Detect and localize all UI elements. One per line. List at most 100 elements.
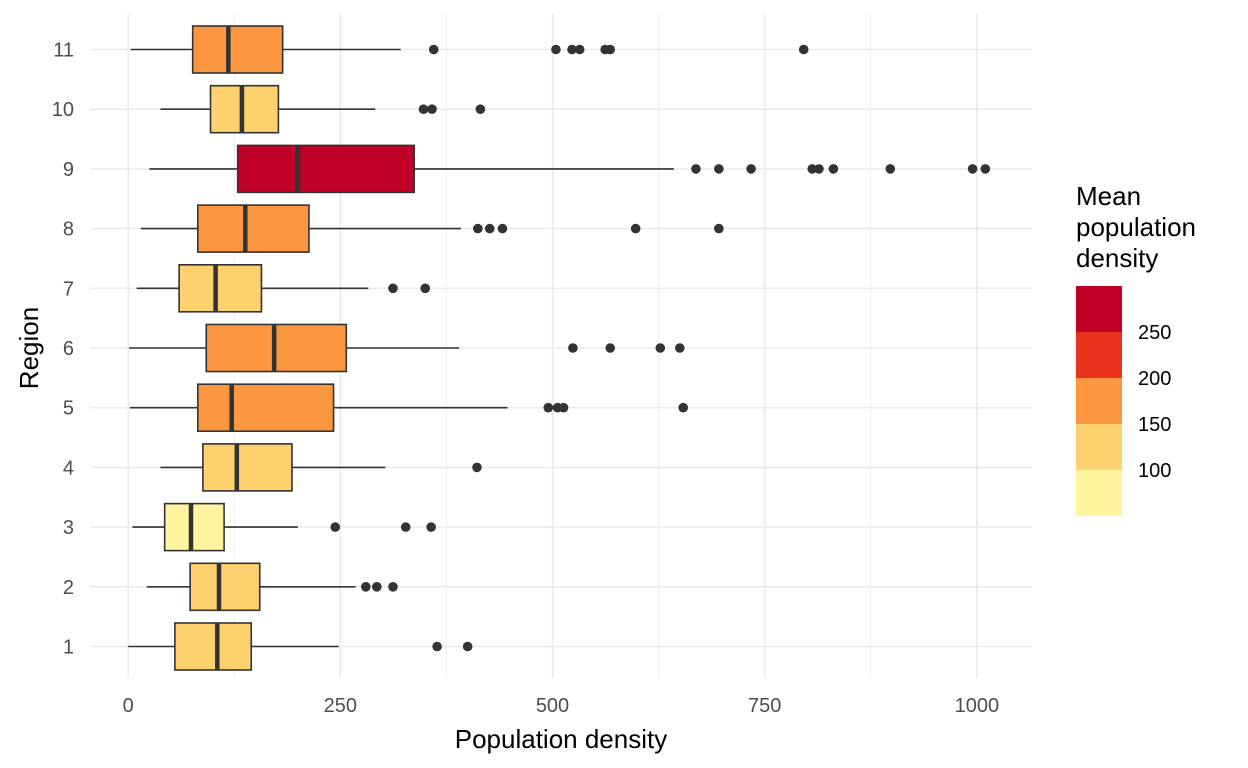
y-tick-label: 2 — [63, 577, 74, 599]
outlier-point — [714, 164, 724, 174]
outlier-point — [551, 44, 561, 55]
outlier-point — [675, 343, 685, 353]
x-tick-labels: 0 250 500 750 1000 — [123, 695, 999, 717]
legend-swatch — [1076, 286, 1122, 332]
legend-title: Mean population density — [1076, 181, 1203, 273]
box-region-7 — [136, 263, 431, 313]
outlier-point — [807, 164, 817, 174]
outlier-point — [484, 223, 495, 234]
box-region-8 — [140, 204, 724, 253]
box-region-2 — [146, 562, 398, 612]
legend-title-line-2: population — [1076, 212, 1196, 242]
legend-swatch — [1076, 378, 1122, 424]
box-iqr — [174, 622, 253, 671]
box-region-3 — [132, 502, 436, 552]
box-iqr — [209, 84, 280, 134]
legend-label: 250 — [1138, 322, 1171, 344]
y-tick-label: 1 — [63, 637, 74, 659]
outlier-point — [605, 343, 616, 353]
y-axis-title: Region — [14, 307, 44, 389]
outlier-point — [543, 402, 554, 413]
outlier-point — [980, 164, 991, 174]
outlier-point — [678, 402, 689, 413]
x-axis-title: Population density — [455, 724, 667, 754]
box-iqr — [236, 144, 415, 194]
x-tick-label: 250 — [324, 695, 357, 717]
legend-label: 200 — [1138, 368, 1171, 390]
box-iqr — [178, 263, 263, 313]
y-tick-label: 8 — [63, 219, 74, 241]
outlier-point — [372, 582, 382, 592]
outlier-point — [885, 164, 896, 174]
outlier-point — [605, 44, 616, 55]
box-iqr — [196, 383, 335, 433]
legend-title-line-3: density — [1076, 243, 1158, 273]
box-iqr — [163, 502, 225, 552]
y-tick-label: 11 — [53, 40, 74, 62]
x-tick-label: 500 — [536, 695, 569, 717]
legend-label: 150 — [1138, 414, 1171, 436]
outlier-point — [630, 223, 641, 234]
outlier-point — [400, 522, 411, 532]
legend-swatch — [1076, 332, 1122, 378]
outlier-point — [746, 164, 756, 174]
outlier-point — [330, 522, 341, 532]
legend-color-bar — [1076, 286, 1122, 516]
box-region-6 — [129, 323, 685, 373]
outlier-point — [361, 582, 371, 592]
x-tick-label: 750 — [748, 695, 781, 717]
outlier-point — [967, 164, 978, 174]
box-region-9 — [149, 144, 991, 194]
outlier-point — [828, 164, 839, 174]
box-region-5 — [129, 383, 689, 433]
y-tick-label: 5 — [63, 398, 74, 420]
box-iqr — [189, 562, 261, 612]
outlier-point — [574, 44, 585, 55]
outlier-point — [558, 402, 569, 413]
y-tick-labels: 1 2 3 4 5 6 7 8 9 10 11 — [52, 40, 74, 659]
legend-labels: 100 150 200 250 — [1138, 322, 1171, 482]
box-iqr — [202, 443, 293, 492]
x-tick-label: 1000 — [955, 695, 1000, 717]
outlier-point — [567, 44, 577, 55]
outlier-point — [714, 223, 724, 234]
outlier-point — [475, 104, 486, 114]
y-tick-label: 9 — [63, 159, 74, 181]
outlier-point — [427, 104, 437, 114]
outlier-point — [497, 223, 508, 234]
legend-swatch — [1076, 470, 1122, 516]
y-tick-label: 3 — [63, 517, 74, 539]
box-iqr — [196, 204, 310, 253]
box-region-4 — [160, 443, 482, 492]
outlier-point — [473, 223, 483, 234]
outlier-point — [426, 522, 436, 532]
outlier-point — [462, 641, 473, 652]
legend: Mean population density 100 150 200 250 — [1076, 181, 1203, 516]
box-region-10 — [160, 84, 486, 134]
box-region-11 — [130, 25, 809, 74]
y-tick-label: 6 — [63, 338, 74, 360]
legend-swatch — [1076, 424, 1122, 470]
outlier-point — [655, 343, 666, 353]
y-tick-label: 10 — [52, 99, 74, 121]
boxes — [128, 25, 991, 671]
box-region-1 — [128, 622, 473, 671]
outlier-point — [388, 283, 398, 294]
outlier-point — [418, 104, 429, 114]
legend-title-line-1: Mean — [1076, 181, 1141, 211]
outlier-point — [432, 641, 442, 652]
outlier-point — [691, 164, 701, 174]
legend-label: 100 — [1138, 460, 1171, 482]
box-iqr — [191, 25, 284, 74]
outlier-point — [420, 283, 431, 294]
outlier-point — [568, 343, 578, 353]
y-tick-label: 4 — [63, 457, 74, 479]
y-tick-label: 7 — [63, 278, 74, 300]
outlier-point — [388, 582, 398, 592]
outlier-point — [428, 44, 439, 55]
outlier-point — [472, 462, 482, 473]
outlier-point — [814, 164, 824, 174]
x-tick-label: 0 — [123, 695, 134, 717]
outlier-point — [798, 44, 809, 55]
